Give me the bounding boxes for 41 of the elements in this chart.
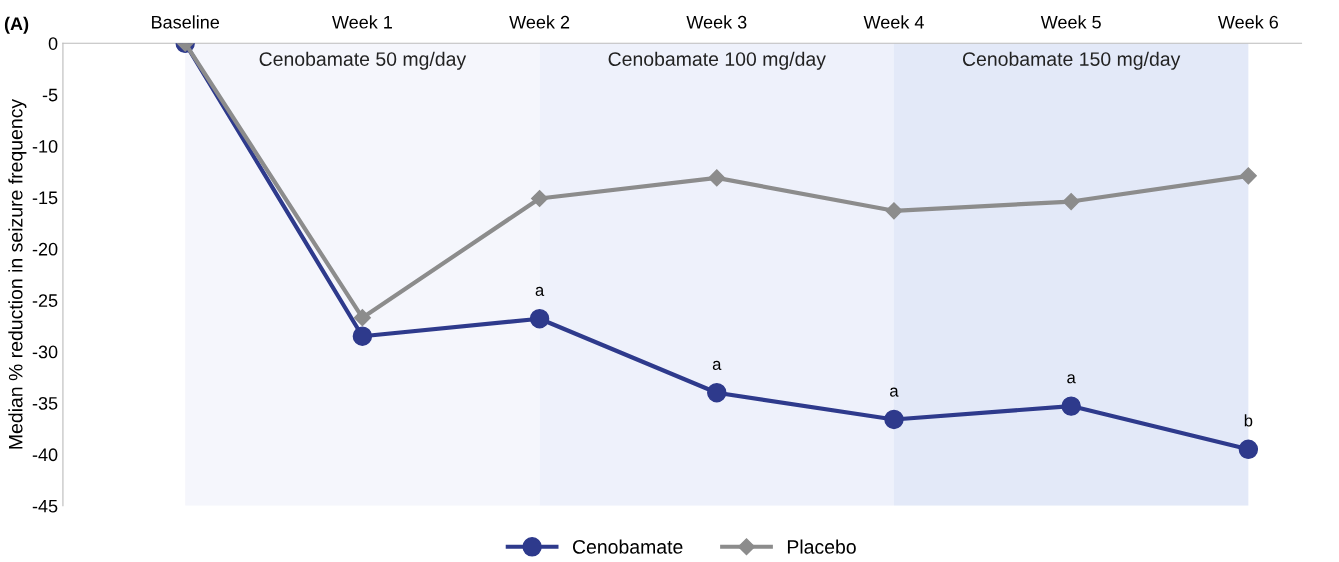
point: [884, 409, 904, 430]
annotation: a: [535, 286, 545, 296]
point: [353, 309, 371, 327]
x-tick-label: Week 3: [686, 15, 747, 29]
y-tick-label: -45: [32, 499, 58, 513]
legend-label: Cenobamate: [572, 539, 683, 554]
point: [1062, 193, 1080, 211]
y-tick-label: -10: [32, 139, 58, 153]
point: [707, 383, 727, 403]
y-tick-label: -15: [32, 191, 58, 205]
point: [708, 169, 726, 187]
y-tick-label: 0: [48, 37, 58, 50]
annotation: a: [712, 360, 722, 370]
point: [352, 326, 373, 346]
y-tick-label: -25: [32, 294, 58, 307]
x-tick-label: Week 1: [332, 15, 392, 29]
x-tick-label: Week 2: [509, 15, 570, 29]
text: (A): [4, 16, 29, 34]
x-tick-label: Week 5: [1040, 15, 1101, 29]
y-tick-label: -20: [32, 242, 58, 256]
x-tick-label: Baseline: [152, 15, 220, 29]
point: [1239, 167, 1257, 185]
annotation: a: [890, 387, 899, 397]
band-label: Cenobamate 150 mg/day: [962, 51, 1181, 70]
x-tick-label: Week 6: [1217, 15, 1279, 29]
legend-label: Placebo: [787, 539, 856, 554]
y-tick-label: -30: [32, 345, 58, 359]
band-label: Cenobamate 100 mg/day: [608, 51, 826, 70]
y-axis-title: Median % reduction in seizure frequency: [8, 98, 27, 449]
y-tick-label: -5: [42, 88, 58, 102]
point: [885, 202, 903, 220]
point: [1061, 396, 1081, 416]
band-label: Cenobamate 50 mg/day: [259, 51, 467, 70]
point: [1238, 439, 1259, 459]
point: [529, 309, 550, 329]
annotation: b: [1244, 414, 1253, 427]
y-tick-label: -35: [32, 396, 58, 410]
y-tick-label: -40: [32, 448, 58, 462]
annotation: a: [1067, 374, 1076, 384]
x-tick-label: Week 4: [863, 15, 924, 29]
point: [531, 189, 549, 208]
